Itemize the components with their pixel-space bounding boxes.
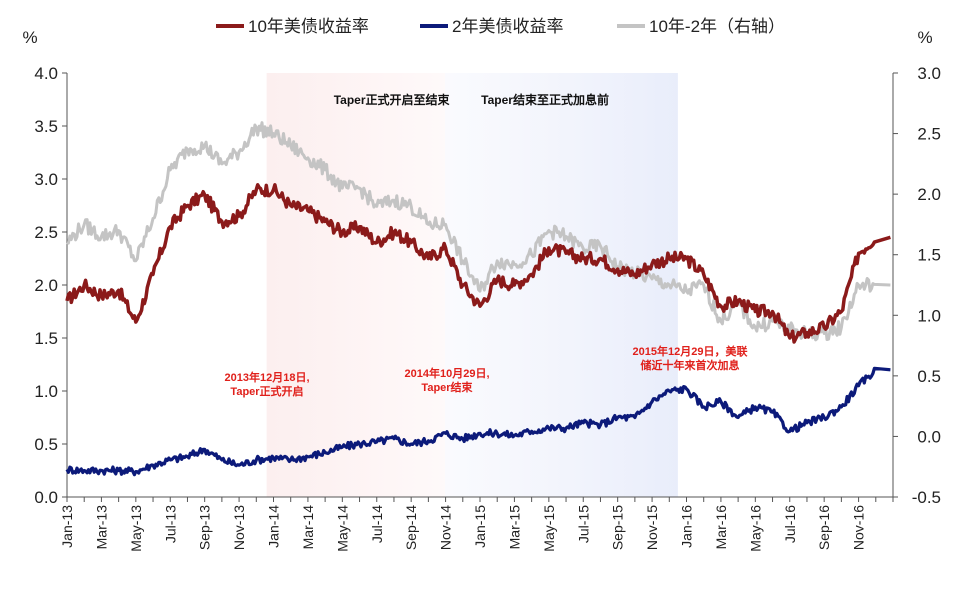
x-tick-label: Sep-13: [197, 505, 213, 550]
y-left-tick-label: 2.5: [34, 223, 58, 242]
y-left-tick-label: 2.0: [34, 276, 58, 295]
x-tick-label: Nov-15: [644, 505, 660, 550]
x-tick-label: Nov-16: [851, 505, 867, 550]
annotation-3-line-2: 储近十年来首次加息: [641, 358, 740, 372]
x-tick-label: May-15: [541, 505, 557, 552]
y-right-tick-label: 0.0: [917, 427, 941, 446]
y-right-tick-label: 2.0: [917, 185, 941, 204]
y-left-tick-label: 0.0: [34, 488, 58, 507]
annotation-2-line-2: Taper结束: [421, 380, 473, 394]
x-tick-label: Sep-15: [610, 505, 626, 550]
x-tick-label: Jan-14: [266, 505, 282, 548]
x-tick-label: Jul-14: [369, 505, 385, 543]
x-tick-label: Jan-15: [472, 505, 488, 548]
x-tick-label: Mar-13: [93, 505, 109, 550]
x-tick-label: May-14: [334, 505, 350, 552]
legend-label-2: 2年美债收益率: [452, 17, 563, 36]
y-right-tick-label: 1.0: [917, 306, 941, 325]
y-right-tick-label: 0.5: [917, 367, 941, 386]
y-left-tick-label: 3.0: [34, 170, 58, 189]
x-tick-label: Jul-16: [782, 505, 798, 543]
period-label-1: Taper正式开启至结束: [334, 92, 451, 107]
x-tick-label: Sep-16: [816, 505, 832, 550]
y-left-tick-label: 0.5: [34, 435, 58, 454]
annotation-1-line-1: 2013年12月18日,: [225, 370, 310, 384]
series-line-2: [65, 366, 891, 477]
x-tick-label: May-13: [128, 505, 144, 552]
y-right-tick-label: 3.0: [917, 64, 941, 83]
y-right-tick-label: -0.5: [912, 488, 941, 507]
x-tick-label: Jan-13: [59, 505, 75, 548]
x-tick-label: Sep-14: [403, 505, 419, 550]
x-tick-label: Nov-13: [231, 505, 247, 550]
annotation-2-line-1: 2014年10月29日,: [405, 366, 490, 380]
y-left-tick-label: 1.0: [34, 382, 58, 401]
x-tick-label: Jan-16: [679, 505, 695, 548]
y-left-tick-label: 1.5: [34, 329, 58, 348]
period-label-2: Taper结束至正式加息前: [481, 92, 609, 107]
x-tick-label: Mar-16: [713, 505, 729, 550]
legend-label-1: 10年美债收益率: [248, 17, 369, 36]
x-tick-label: May-16: [747, 505, 763, 552]
annotation-3-line-1: 2015年12月29日，美联: [633, 344, 748, 358]
left-axis-unit: %: [22, 28, 37, 47]
series-line-1: [65, 183, 891, 344]
x-tick-label: Mar-14: [300, 505, 316, 550]
x-tick-label: Jul-15: [575, 505, 591, 543]
x-tick-label: Jul-13: [162, 505, 178, 543]
y-left-tick-label: 4.0: [34, 64, 58, 83]
annotation-1-line-2: Taper正式开启: [230, 384, 303, 398]
x-tick-label: Nov-14: [438, 505, 454, 550]
y-left-tick-label: 3.5: [34, 117, 58, 136]
legend-label-3: 10年-2年（右轴）: [649, 17, 785, 36]
y-right-tick-label: 1.5: [917, 246, 941, 265]
period-band-1: [266, 73, 446, 497]
right-axis-unit: %: [917, 28, 932, 47]
x-tick-label: Mar-15: [506, 505, 522, 550]
y-right-tick-label: 2.5: [917, 125, 941, 144]
